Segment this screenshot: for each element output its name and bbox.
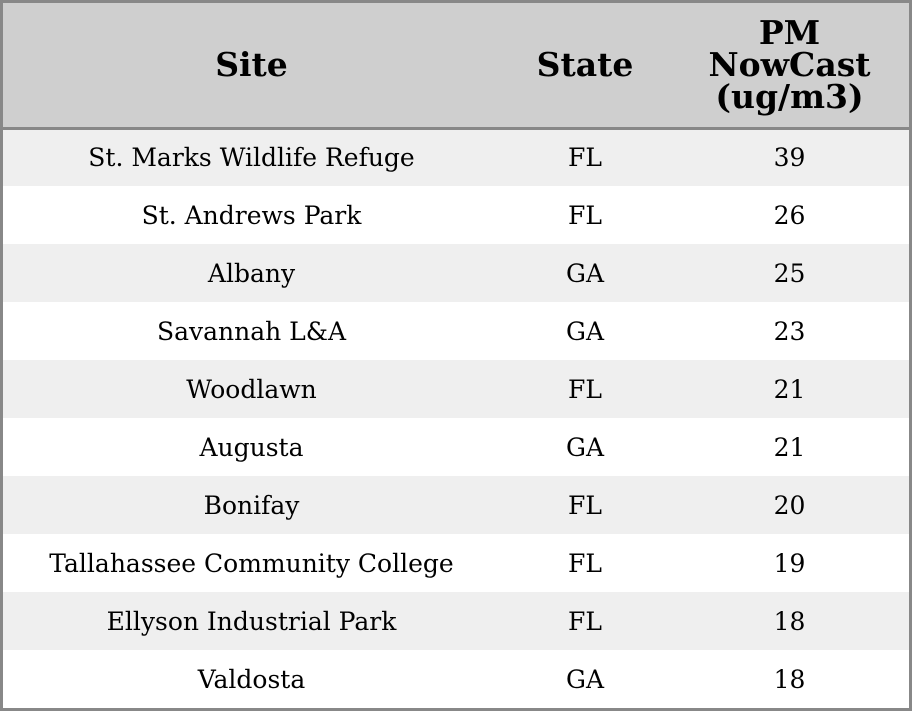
pm-header-line-2: NowCast <box>708 44 871 84</box>
site-cell: Tallahassee Community College <box>49 548 454 578</box>
site-cell: Bonifay <box>203 490 300 520</box>
site-cell: St. Andrews Park <box>141 200 362 230</box>
table-row: Augusta GA 21 <box>3 418 909 476</box>
pm-value-cell: 39 <box>773 143 806 173</box>
state-cell: FL <box>568 606 602 636</box>
header-row: Site State PM NowCast (ug/m3) <box>3 3 909 130</box>
pm-value-cell: 20 <box>773 490 806 520</box>
table-row: Tallahassee Community College FL 19 <box>3 534 909 592</box>
state-cell: GA <box>565 316 605 346</box>
state-cell: FL <box>568 143 602 173</box>
state-cell: FL <box>568 548 602 578</box>
table-row: Woodlawn FL 21 <box>3 360 909 418</box>
site-cell: Woodlawn <box>186 374 317 404</box>
state-cell: GA <box>565 664 605 694</box>
table-row: Bonifay FL 20 <box>3 476 909 534</box>
site-cell: Savannah L&A <box>156 316 347 346</box>
pm-value-cell: 18 <box>773 664 806 694</box>
site-column-header: Site <box>3 3 500 130</box>
state-column-header: State <box>500 3 670 130</box>
pm-header-line-3: (ug/m3) <box>715 76 864 116</box>
table-row: Valdosta GA 18 <box>3 650 909 708</box>
state-cell: FL <box>568 200 602 230</box>
site-cell: Albany <box>207 258 296 288</box>
state-cell: GA <box>565 258 605 288</box>
table-body: St. Marks Wildlife Refuge FL 39 St. Andrews… <box>3 128 909 708</box>
table-row: Savannah L&A GA 23 <box>3 302 909 360</box>
table-row: St. Marks Wildlife Refuge FL 39 <box>3 128 909 186</box>
data-table: Site State PM NowCast (ug/m3) St. Marks … <box>3 3 909 708</box>
table-row: Ellyson Industrial Park FL 18 <box>3 592 909 650</box>
pm-nowcast-column-header: PM NowCast (ug/m3) <box>670 3 909 130</box>
pm-value-cell: 26 <box>773 200 806 230</box>
pm-value-cell: 21 <box>773 374 806 404</box>
pm-header-line-1: PM <box>758 12 821 52</box>
site-cell: Valdosta <box>197 664 306 694</box>
state-cell: GA <box>565 432 605 462</box>
pm-value-cell: 19 <box>773 548 806 578</box>
table-header: Site State PM NowCast (ug/m3) <box>3 3 909 130</box>
pm-value-cell: 21 <box>773 432 806 462</box>
pm-value-cell: 23 <box>773 316 806 346</box>
state-cell: FL <box>568 490 602 520</box>
pm-value-cell: 25 <box>773 258 806 288</box>
site-cell: Augusta <box>199 432 304 462</box>
table-row: Albany GA 25 <box>3 244 909 302</box>
state-cell: FL <box>568 374 602 404</box>
pm-value-cell: 18 <box>773 606 806 636</box>
table-row: St. Andrews Park FL 26 <box>3 186 909 244</box>
site-cell: Ellyson Industrial Park <box>106 606 397 636</box>
site-cell: St. Marks Wildlife Refuge <box>88 143 415 173</box>
